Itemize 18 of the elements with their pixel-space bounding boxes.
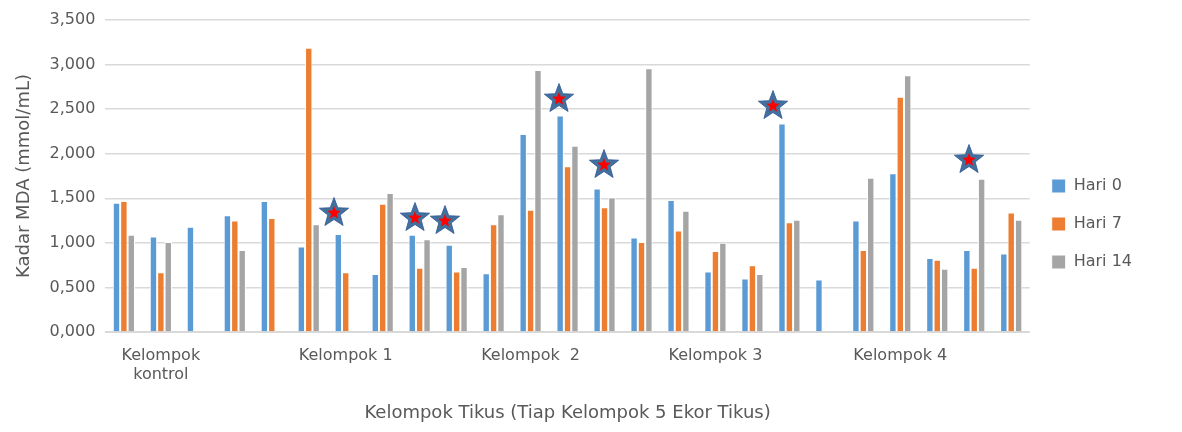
y-tick-label: 2,500 — [49, 98, 96, 118]
legend-label: Hari 0 — [1073, 175, 1122, 195]
legend-label: Hari 14 — [1073, 251, 1133, 271]
y-tick-label: 1,500 — [49, 187, 96, 207]
y-tick-label: 1,000 — [49, 232, 96, 252]
x-tick-label: Kelompok 3 — [668, 344, 763, 364]
x-tick-label: Kelompok 2 — [481, 344, 581, 364]
y-tick-label: 3,000 — [49, 53, 96, 73]
y-axis-title: Kadar MDA (mmol/mL) — [12, 74, 34, 278]
x-tick-label: Kelompok kontrol — [121, 344, 201, 383]
x-tick-label: Kelompok 1 — [298, 344, 393, 364]
y-tick-label: 2,000 — [49, 142, 96, 162]
y-tick-label: 0,500 — [49, 276, 96, 296]
y-tick-label: 3,500 — [49, 9, 96, 29]
x-tick-label: Kelompok 4 — [853, 344, 948, 364]
legend-label: Hari 7 — [1073, 213, 1122, 233]
y-tick-label: 0,000 — [49, 321, 96, 341]
x-axis-title: Kelompok Tikus (Tiap Kelompok 5 Ekor Tikus) — [364, 400, 771, 422]
